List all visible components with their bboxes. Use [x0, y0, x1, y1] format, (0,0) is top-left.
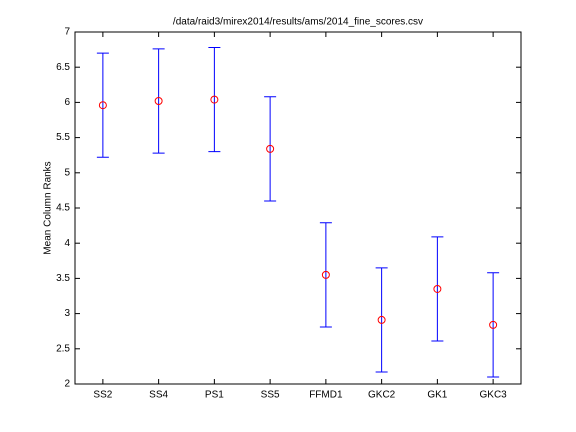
error-bar — [375, 267, 388, 373]
x-tick-label: SS4 — [149, 390, 168, 401]
x-tick-label: GKC2 — [368, 390, 396, 401]
error-bar — [487, 272, 500, 378]
plot-frame — [74, 31, 522, 385]
x-tick-label: GKC3 — [480, 390, 508, 401]
x-tick-label: PS1 — [205, 390, 224, 401]
y-axis-label: Mean Column Ranks — [43, 161, 54, 254]
error-bar — [96, 52, 109, 158]
y-tick-label: 2 — [64, 379, 70, 390]
x-tick-label: SS5 — [261, 390, 280, 401]
y-tick-label: 4 — [64, 238, 70, 249]
chart-title: /data/raid3/mirex2014/results/ams/2014_f… — [173, 17, 423, 28]
error-bar — [208, 46, 221, 153]
x-tick-label: SS2 — [93, 390, 112, 401]
y-tick-label: 2.5 — [56, 343, 70, 354]
x-tick-label: GK1 — [427, 390, 447, 401]
y-tick-label: 3.5 — [56, 273, 70, 284]
error-bar — [431, 236, 444, 342]
y-tick-label: 3 — [64, 308, 70, 319]
error-bar — [264, 96, 277, 202]
point — [154, 96, 163, 105]
point — [98, 101, 107, 110]
x-tick-label: FFMD1 — [309, 390, 343, 401]
error-bar — [152, 48, 165, 154]
y-tick-label: 5 — [64, 167, 70, 178]
y-tick-label: 4.5 — [56, 203, 70, 214]
point — [377, 315, 386, 324]
y-tick-label: 5.5 — [56, 132, 70, 143]
point — [321, 270, 330, 279]
point — [433, 284, 442, 293]
point — [266, 144, 275, 153]
y-tick-label: 6 — [64, 97, 70, 108]
point — [210, 95, 219, 104]
point — [489, 320, 498, 329]
y-tick-label: 6.5 — [56, 62, 70, 73]
y-tick-label: 7 — [64, 27, 70, 38]
error-bar — [319, 222, 332, 328]
